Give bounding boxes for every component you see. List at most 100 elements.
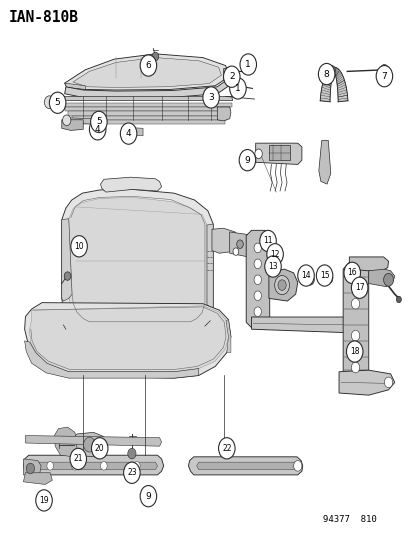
Text: 9: 9 xyxy=(244,156,250,165)
Circle shape xyxy=(90,111,107,133)
Polygon shape xyxy=(62,189,213,329)
Polygon shape xyxy=(70,432,108,457)
Circle shape xyxy=(264,256,280,277)
Circle shape xyxy=(122,126,131,136)
Polygon shape xyxy=(217,107,230,121)
Circle shape xyxy=(26,463,34,474)
Polygon shape xyxy=(320,87,330,93)
Circle shape xyxy=(274,276,289,295)
Circle shape xyxy=(343,262,360,284)
Polygon shape xyxy=(332,67,333,74)
Polygon shape xyxy=(321,85,330,91)
Circle shape xyxy=(120,123,137,144)
Circle shape xyxy=(395,296,400,303)
Circle shape xyxy=(133,462,140,470)
Text: IAN-810B: IAN-810B xyxy=(9,10,79,25)
Polygon shape xyxy=(335,71,340,78)
Polygon shape xyxy=(100,177,161,192)
Polygon shape xyxy=(326,71,331,78)
Polygon shape xyxy=(188,457,302,475)
Circle shape xyxy=(328,66,335,74)
Circle shape xyxy=(254,259,261,269)
Text: 5: 5 xyxy=(55,98,60,107)
Polygon shape xyxy=(349,257,388,272)
Circle shape xyxy=(239,150,255,171)
Circle shape xyxy=(140,55,156,76)
Circle shape xyxy=(254,149,262,159)
Text: 10: 10 xyxy=(74,242,84,251)
Polygon shape xyxy=(65,107,230,111)
Polygon shape xyxy=(334,67,336,74)
Polygon shape xyxy=(333,67,334,74)
Polygon shape xyxy=(23,455,163,475)
Circle shape xyxy=(254,275,261,285)
Polygon shape xyxy=(69,197,206,324)
Polygon shape xyxy=(335,73,342,80)
Circle shape xyxy=(47,462,53,470)
Polygon shape xyxy=(54,427,77,457)
Text: 4: 4 xyxy=(95,125,100,134)
Circle shape xyxy=(375,66,392,87)
Polygon shape xyxy=(334,68,338,75)
Circle shape xyxy=(44,96,54,109)
Polygon shape xyxy=(62,219,72,301)
Polygon shape xyxy=(337,92,347,97)
Circle shape xyxy=(93,118,102,128)
Text: 21: 21 xyxy=(74,455,83,463)
Text: 16: 16 xyxy=(347,269,356,277)
Polygon shape xyxy=(327,70,332,77)
Polygon shape xyxy=(225,320,230,353)
Polygon shape xyxy=(337,90,347,95)
Text: 22: 22 xyxy=(221,444,231,453)
Text: 6: 6 xyxy=(145,61,151,70)
Text: 14: 14 xyxy=(301,271,310,280)
Polygon shape xyxy=(324,75,331,81)
Text: 1: 1 xyxy=(245,60,251,69)
Circle shape xyxy=(266,244,282,265)
Circle shape xyxy=(36,490,52,511)
Polygon shape xyxy=(49,99,63,104)
Polygon shape xyxy=(336,76,343,83)
Text: 9: 9 xyxy=(145,491,151,500)
Polygon shape xyxy=(255,143,301,165)
Circle shape xyxy=(71,236,87,257)
Polygon shape xyxy=(29,306,228,372)
Polygon shape xyxy=(196,462,297,470)
Circle shape xyxy=(383,273,392,286)
Circle shape xyxy=(64,272,71,280)
Polygon shape xyxy=(62,120,83,131)
Polygon shape xyxy=(336,80,344,86)
Polygon shape xyxy=(223,67,235,80)
Text: 3: 3 xyxy=(208,93,214,102)
Polygon shape xyxy=(334,68,337,75)
Circle shape xyxy=(236,240,243,248)
Circle shape xyxy=(254,307,261,317)
Circle shape xyxy=(140,486,156,507)
Text: 17: 17 xyxy=(354,283,363,292)
Polygon shape xyxy=(62,103,231,107)
Text: 13: 13 xyxy=(268,262,277,271)
Text: 8: 8 xyxy=(323,70,329,78)
Polygon shape xyxy=(342,260,368,386)
Circle shape xyxy=(83,437,95,452)
Circle shape xyxy=(346,341,362,362)
Polygon shape xyxy=(229,232,269,257)
Polygon shape xyxy=(335,69,339,76)
Circle shape xyxy=(351,266,359,277)
Circle shape xyxy=(100,462,107,470)
Polygon shape xyxy=(68,111,228,116)
Polygon shape xyxy=(24,341,198,378)
Text: 19: 19 xyxy=(39,496,49,505)
Polygon shape xyxy=(268,269,297,301)
Circle shape xyxy=(202,87,219,108)
Polygon shape xyxy=(64,78,230,98)
Polygon shape xyxy=(206,224,213,309)
Circle shape xyxy=(128,448,136,459)
Polygon shape xyxy=(64,83,85,90)
Polygon shape xyxy=(335,70,339,77)
Text: 15: 15 xyxy=(319,271,329,280)
Circle shape xyxy=(305,274,313,285)
Polygon shape xyxy=(322,80,330,86)
Text: 12: 12 xyxy=(270,250,279,259)
Polygon shape xyxy=(73,58,221,87)
